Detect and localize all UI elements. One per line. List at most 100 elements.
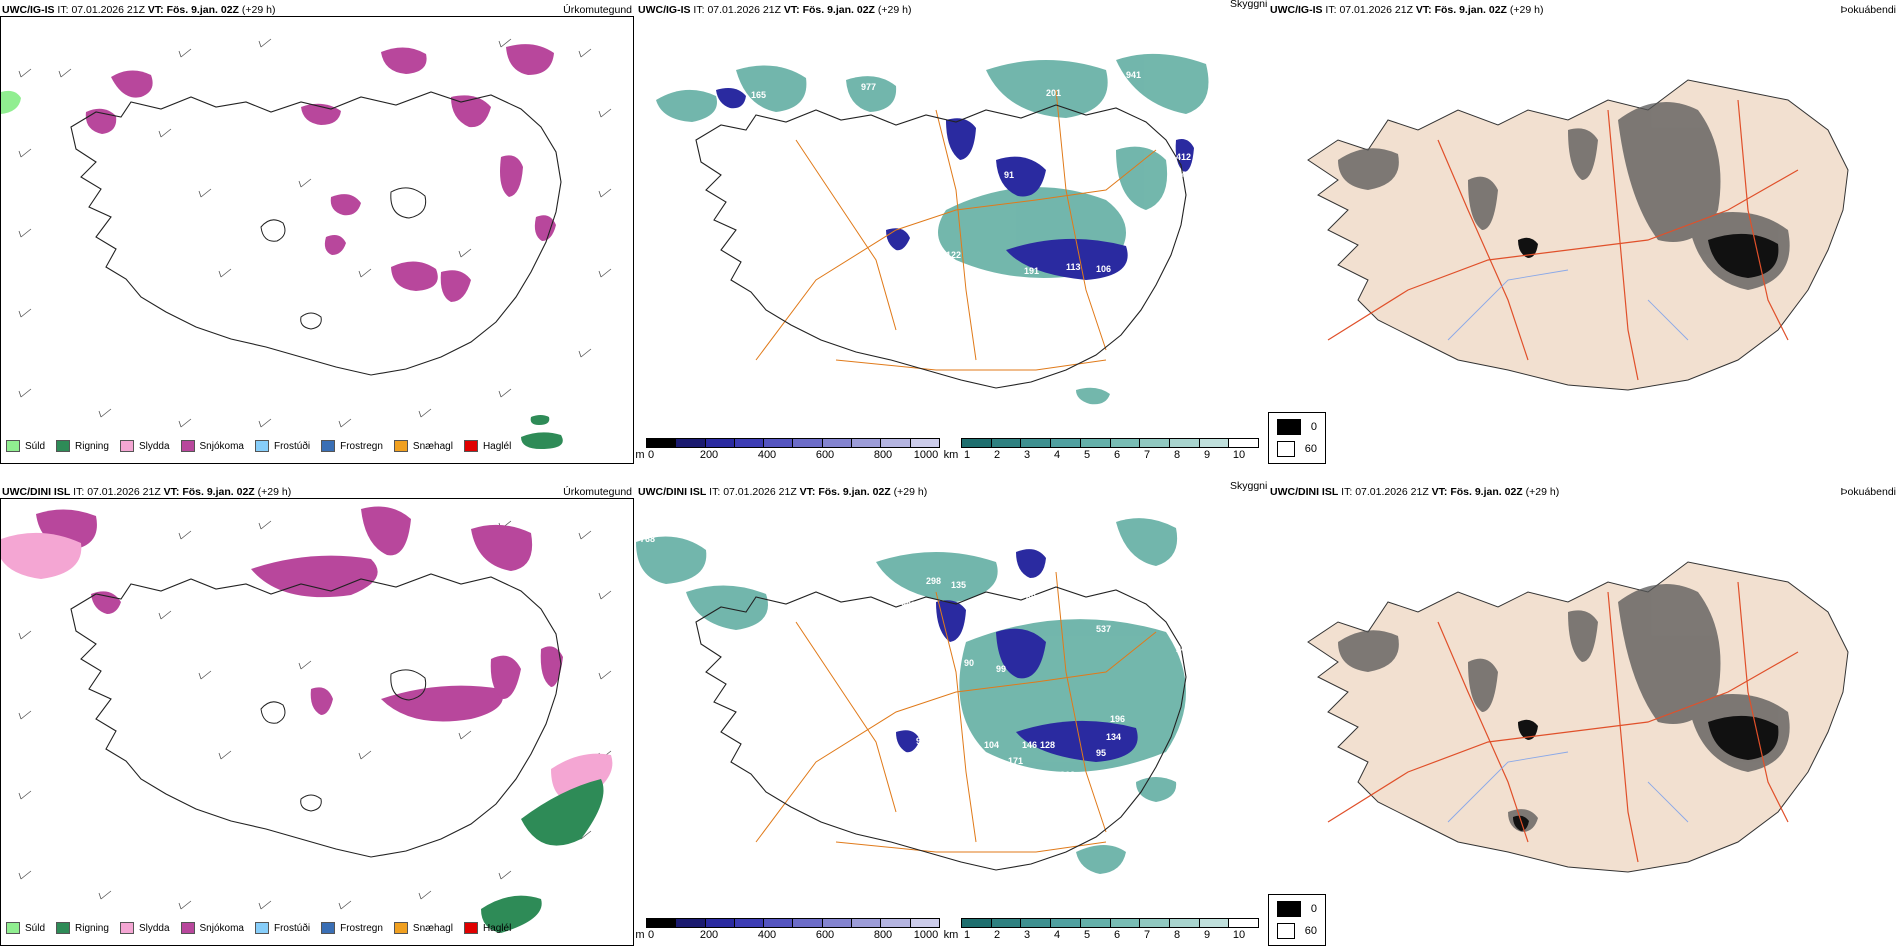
cloud-label: 95 xyxy=(1096,748,1106,758)
cloud-label: 104 xyxy=(984,740,999,750)
legend-item: Súld xyxy=(6,440,45,452)
height-tick: 600 xyxy=(815,449,835,461)
cloud-unit: km xyxy=(943,449,959,461)
cloud-label: 201 xyxy=(1046,88,1061,98)
cloud-label: 146 xyxy=(1022,740,1037,750)
snow-area-bottom xyxy=(36,506,563,722)
cloud-label: 977 xyxy=(861,82,876,92)
precip-field-label-bottom: Úrkomutegund xyxy=(563,486,632,498)
height-unit: m xyxy=(635,449,645,461)
legend-item: Slydda xyxy=(119,922,170,934)
legend-item: Snæhagl xyxy=(393,922,453,934)
fog-field-label-bottom: Þokuábendi xyxy=(1840,486,1896,498)
legend-item: Frostúði xyxy=(254,440,310,452)
precip-field-label-top: Úrkomutegund xyxy=(563,4,632,16)
fog-key-white: 60 xyxy=(1304,443,1317,455)
cloud-tick: 6 xyxy=(1113,929,1121,941)
precip-panel-bottom: UWC/DINI ISL IT: 07.01.2026 21Z VT: Fös.… xyxy=(0,482,636,950)
cloud-label: 106 xyxy=(1096,264,1111,274)
cloud-tick: 10 xyxy=(1232,929,1246,941)
cloud-tick: 4 xyxy=(1053,929,1061,941)
cloud-unit: km xyxy=(943,929,959,941)
cloud-base-labels-bottom: 768 969 298 135 103 89 99 90 537 98 104 … xyxy=(640,534,1191,800)
cloud-tick: 5 xyxy=(1083,449,1091,461)
cloud-label: 390 xyxy=(941,102,956,112)
height-tick: 400 xyxy=(757,449,777,461)
fog-field-label-top: Þokuábendi xyxy=(1840,4,1896,16)
cloud-tick: 2 xyxy=(993,929,1001,941)
fog-key-bottom: 0 60 xyxy=(1268,894,1326,946)
cloud-map-bottom: 768 969 298 135 103 89 99 90 537 98 104 … xyxy=(636,518,1191,874)
precip-legend-bottom: Súld Rigning Slydda Snjókoma Frostúði Fr… xyxy=(6,922,511,934)
cloud-label: 768 xyxy=(640,534,655,544)
legend-item: Snæhagl xyxy=(393,440,453,452)
cloud-label: 196 xyxy=(1110,714,1125,724)
legend-item: Slydda xyxy=(119,440,170,452)
cloud-label: 86 xyxy=(1126,260,1136,270)
height-tick: 400 xyxy=(757,929,777,941)
cloud-label: 113 xyxy=(1066,262,1081,272)
height-tick: 200 xyxy=(699,929,719,941)
cloud-label: 99 xyxy=(958,180,968,190)
cloud-tick: 9 xyxy=(1203,449,1211,461)
cloud-colorbar-bottom: km 1 2 3 4 5 6 7 8 9 10 xyxy=(943,918,1259,943)
cloud-label: 103 xyxy=(1028,580,1043,590)
cloud-label: 101 xyxy=(1096,118,1111,128)
cloud-label: 134 xyxy=(1106,732,1121,742)
cloud-panel-bottom: UWC/DINI ISL IT: 07.01.2026 21Z VT: Fös.… xyxy=(635,480,1326,950)
cloud-label: 268 xyxy=(1060,770,1075,780)
cloud-label: 191 xyxy=(1024,266,1039,276)
legend-item: Snjókoma xyxy=(180,922,244,934)
height-colorbar-bottom: m 0 200 400 600 800 1000 xyxy=(635,918,940,943)
legend-item: Snjókoma xyxy=(180,440,244,452)
cloud-base-high-bottom xyxy=(896,549,1138,762)
precip-panel-top: UWC/IG-IS IT: 07.01.2026 21Z VT: Fös. 9.… xyxy=(0,0,636,465)
fog-title-top: UWC/IG-IS IT: 07.01.2026 21Z VT: Fös. 9.… xyxy=(1270,4,1544,16)
legend-item: Frostúði xyxy=(254,922,310,934)
cloud-tick: 6 xyxy=(1113,449,1121,461)
coastline-top xyxy=(695,104,1187,389)
fog-map-bottom xyxy=(1307,561,1849,873)
rain-area-bottom xyxy=(481,779,604,933)
precip-map-frame xyxy=(0,16,634,464)
cloud-label: 91 xyxy=(1004,170,1014,180)
cloud-tick: 10 xyxy=(1232,449,1246,461)
cloud-label: 90 xyxy=(964,658,974,668)
cloud-base-labels-top: 165 47 977 390 201 941 101 379 91 99 122… xyxy=(721,70,1191,276)
rain-area-top xyxy=(521,415,563,449)
legend-item: Frostregn xyxy=(321,440,383,452)
fog-roads-bottom xyxy=(1327,581,1799,863)
precip-map-frame xyxy=(0,498,634,946)
cloud-label: 122 xyxy=(946,250,961,260)
cloud-panel-top: UWC/IG-IS IT: 07.01.2026 21Z VT: Fös. 9.… xyxy=(635,0,1326,465)
cloud-tick: 3 xyxy=(1023,929,1031,941)
fog-key-black: 0 xyxy=(1310,421,1317,433)
height-tick: 1000 xyxy=(913,449,939,461)
cloud-label: 171 xyxy=(1008,756,1023,766)
cloud-label: 89 xyxy=(1026,592,1036,602)
precip-title-bottom: UWC/DINI ISL IT: 07.01.2026 21Z VT: Fös.… xyxy=(2,486,292,498)
height-tick: 800 xyxy=(873,449,893,461)
cloud-tick: 7 xyxy=(1143,929,1151,941)
snow-area-top xyxy=(85,44,556,302)
cloud-tick: 2 xyxy=(993,449,1001,461)
cloud-label: 412 xyxy=(1176,152,1191,162)
legend-item: Frostregn xyxy=(321,922,383,934)
fog-key-top: 0 60 xyxy=(1268,412,1326,464)
legend-item: Rigning xyxy=(56,440,109,452)
legend-item: Haglél xyxy=(463,440,511,452)
cloud-label: 825 xyxy=(1030,790,1045,800)
precip-title-top: UWC/IG-IS IT: 07.01.2026 21Z VT: Fös. 9.… xyxy=(2,4,276,16)
height-tick: 600 xyxy=(815,929,835,941)
cloud-tick: 8 xyxy=(1173,929,1181,941)
cloud-colorbar-top: km 1 2 3 4 5 6 7 8 9 10 xyxy=(943,438,1259,463)
cloud-label: 165 xyxy=(751,90,766,100)
fog-key-white: 60 xyxy=(1304,925,1317,937)
height-tick: 0 xyxy=(647,929,655,941)
fog-panel-bottom: UWC/DINI ISL IT: 07.01.2026 21Z VT: Fös.… xyxy=(1268,482,1900,950)
cloud-label: 99 xyxy=(996,664,1006,674)
cloud-label: 969 xyxy=(901,600,916,610)
height-tick: 0 xyxy=(647,449,655,461)
cloud-label: 135 xyxy=(951,580,966,590)
cloud-label: 941 xyxy=(1126,70,1141,80)
